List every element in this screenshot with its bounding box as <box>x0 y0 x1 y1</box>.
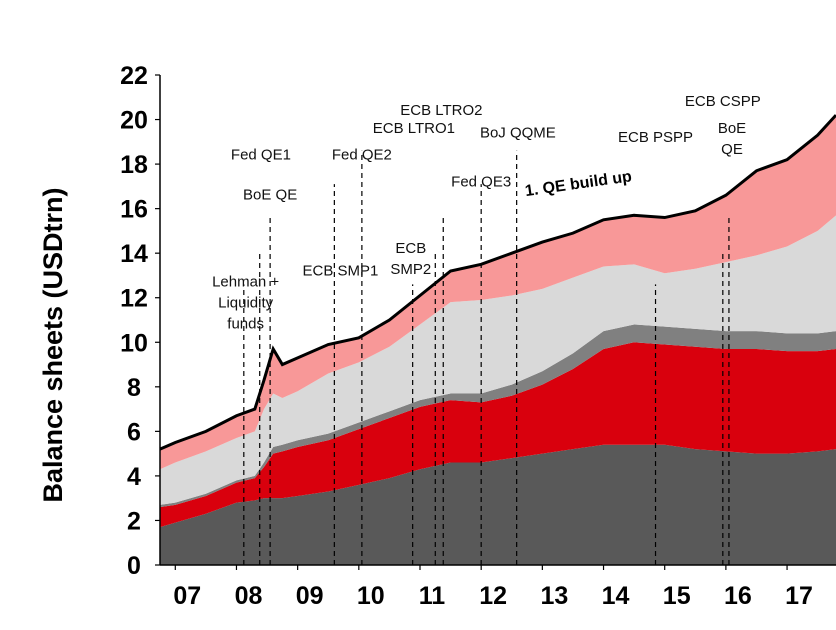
x-tick-label: 09 <box>296 582 324 610</box>
event-annotation: BoJ QQME <box>480 124 556 141</box>
x-tick-label: 16 <box>724 582 752 610</box>
event-annotation: ECB LTRO1 <box>373 120 455 137</box>
y-tick-label: 10 <box>120 329 148 357</box>
x-tick-label: 08 <box>235 582 263 610</box>
y-tick-label: 4 <box>127 463 141 491</box>
x-tick-label: 07 <box>173 582 201 610</box>
axes: 0 2 4 6 8 10 12 14 16 18 20 22 07 08 09 10 11 12 13 14 15 16 1… <box>120 62 836 610</box>
x-tick-label: 10 <box>357 582 385 610</box>
event-annotation: ECB CSPP <box>685 93 761 110</box>
event-annotation: Lehman + Liquidity funds <box>212 274 279 333</box>
event-annotation: ECB SMP2 <box>390 240 431 278</box>
x-tick-label: 15 <box>663 582 691 610</box>
x-tick-label: 13 <box>540 582 568 610</box>
event-annotation: ECB PSPP <box>618 129 693 146</box>
callout-label: 1. QE build up <box>524 168 633 200</box>
y-tick-label: 22 <box>120 62 148 90</box>
y-axis-label: Balance sheets (USDtrn) <box>38 187 68 502</box>
y-tick-label: 8 <box>127 374 141 402</box>
area-series-1 <box>160 342 836 528</box>
event-annotation: Fed QE2 <box>332 147 392 164</box>
x-tick-label: 11 <box>419 582 446 610</box>
area-series-0 <box>160 444 836 565</box>
y-tick-label: 0 <box>127 552 141 580</box>
y-tick-label: 20 <box>120 107 148 135</box>
event-annotation: BoE QE <box>243 187 297 204</box>
y-tick-label: 14 <box>120 240 148 268</box>
y-tick-label: 2 <box>127 507 141 535</box>
event-annotation: Fed QE3 <box>451 173 511 190</box>
stacked-areas <box>159 114 836 565</box>
annotations: Lehman + Liquidity funds Fed QE1 BoE QE ECB S… <box>212 93 761 332</box>
x-tick-label: 14 <box>602 582 630 610</box>
y-tick-label: 6 <box>127 418 141 446</box>
y-tick-label: 12 <box>120 285 148 313</box>
area-series-2 <box>160 324 836 508</box>
event-annotation: ECB SMP1 <box>303 262 379 279</box>
area-series-3 <box>160 215 836 505</box>
x-tick-label: 12 <box>479 582 507 610</box>
event-annotation: ECB LTRO2 <box>400 102 482 119</box>
x-tick-label: 17 <box>785 582 813 610</box>
total-line <box>159 114 836 451</box>
area-series-4 <box>160 115 836 470</box>
y-tick-label: 18 <box>120 151 148 179</box>
event-lines <box>243 150 730 565</box>
event-annotation: BoE QE <box>718 120 746 158</box>
event-annotation: Fed QE1 <box>231 147 291 164</box>
y-tick-label: 16 <box>120 196 148 224</box>
